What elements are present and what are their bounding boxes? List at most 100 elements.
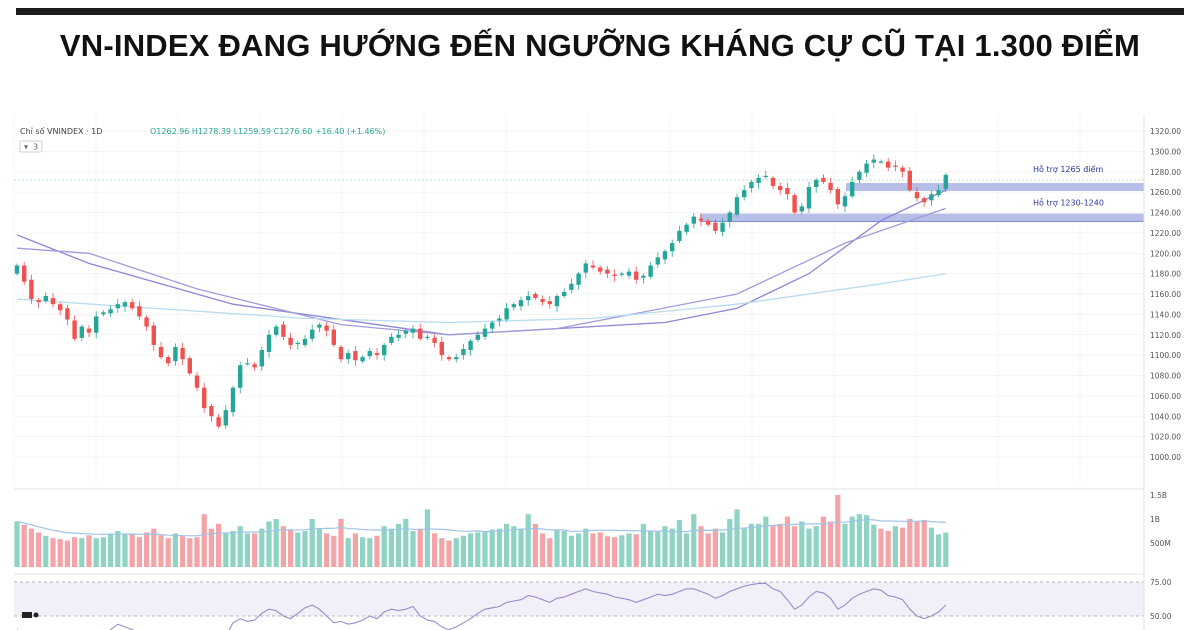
candle-body xyxy=(238,365,243,388)
volume-bar xyxy=(259,528,265,567)
volume-bar xyxy=(885,531,891,567)
volume-bar xyxy=(748,523,754,567)
volume-bar xyxy=(504,523,510,567)
candle-body xyxy=(43,296,48,302)
volume-bar xyxy=(907,519,913,567)
volume-bar xyxy=(612,537,618,567)
volume-bar xyxy=(741,528,747,567)
candle-body xyxy=(338,346,344,360)
price-tick-label: 1000.00 xyxy=(1150,453,1181,462)
volume-bar xyxy=(79,538,85,567)
candle-body xyxy=(50,298,56,305)
rsi-path xyxy=(16,582,947,630)
candle-body xyxy=(454,357,459,360)
volume-bar xyxy=(180,536,186,567)
logo-dot xyxy=(33,612,39,618)
volume-bar xyxy=(489,529,495,567)
candle-body xyxy=(842,196,848,207)
candle-body xyxy=(324,325,329,331)
volume-bar xyxy=(237,526,243,567)
volume-bar xyxy=(698,526,704,567)
candle-body xyxy=(713,222,718,231)
candle-body xyxy=(446,357,452,360)
volume-bar xyxy=(590,533,596,567)
volume-bar xyxy=(115,531,121,567)
candle-body xyxy=(396,334,401,338)
volume-bar xyxy=(72,537,78,567)
candle-body xyxy=(346,353,351,360)
candle-body xyxy=(857,171,862,180)
moving-averages xyxy=(16,189,947,336)
candle-body xyxy=(497,318,502,321)
ohlc-readout: O1262.96 H1278.39 L1259.59 C1276.60 +16.… xyxy=(150,127,385,136)
volume-bar xyxy=(417,528,423,567)
symbol-label: Chỉ số VNINDEX · 1D xyxy=(20,126,102,136)
volume-bar xyxy=(208,528,214,567)
moving-average-line xyxy=(16,272,946,324)
volume-bar xyxy=(14,521,20,567)
candle-body xyxy=(518,300,524,307)
volume-bar xyxy=(712,528,718,567)
candle-body xyxy=(655,257,660,265)
candle-body xyxy=(252,364,257,368)
candle-body xyxy=(626,271,632,276)
volume-bar xyxy=(381,526,387,567)
candle-body xyxy=(770,177,776,187)
price-tick-label: 1120.00 xyxy=(1150,331,1181,340)
candle-body xyxy=(698,218,704,221)
support-zone-1265 xyxy=(846,183,1144,192)
indicator-toggle[interactable] xyxy=(19,140,43,153)
volume-bar xyxy=(583,528,589,567)
volume-bar xyxy=(849,516,855,567)
volume-bar xyxy=(770,526,776,567)
volume-bar xyxy=(532,523,538,567)
candle-body xyxy=(382,344,387,356)
candle-body xyxy=(907,170,912,191)
volume-bar xyxy=(158,535,164,567)
volume-bar xyxy=(727,519,733,567)
volume-bar xyxy=(280,526,286,567)
candle-body xyxy=(490,322,495,329)
volume-bar xyxy=(554,529,560,567)
candle-body xyxy=(79,326,84,338)
volume-bar xyxy=(914,521,920,567)
candle-body xyxy=(799,206,804,212)
candle-body xyxy=(281,324,286,337)
rsi-tick-label: 75.00 xyxy=(1150,578,1172,587)
candle-body xyxy=(605,269,610,274)
candle-body xyxy=(410,328,416,333)
volume-bar xyxy=(165,538,171,567)
candle-body xyxy=(821,177,826,182)
candle-body xyxy=(245,363,250,365)
candle-body xyxy=(533,294,538,299)
volume-bar xyxy=(633,534,639,567)
volume-bar xyxy=(604,536,610,567)
volume-bar xyxy=(734,509,740,567)
volume-bar xyxy=(676,519,682,567)
candle-body xyxy=(166,357,171,364)
price-tick-label: 1280.00 xyxy=(1150,168,1181,177)
candle-body xyxy=(144,317,149,327)
candles xyxy=(14,154,948,429)
candle-body xyxy=(367,351,372,357)
chevron-down-icon: ▾ xyxy=(24,143,28,152)
volume-bar xyxy=(21,524,27,567)
candle-body xyxy=(619,273,624,275)
tradingview-logo xyxy=(22,612,39,618)
volume-bar xyxy=(432,533,438,567)
volume-bar xyxy=(100,537,106,567)
price-tick-label: 1240.00 xyxy=(1150,209,1181,218)
candle-body xyxy=(691,216,696,224)
candle-body xyxy=(302,338,308,345)
candle-body xyxy=(173,346,178,362)
candle-body xyxy=(878,161,884,163)
candle-body xyxy=(187,358,192,374)
volume-bar xyxy=(669,528,675,567)
price-tick-label: 1200.00 xyxy=(1150,249,1181,258)
candle-body xyxy=(922,198,927,203)
rsi-tick-label: 50.00 xyxy=(1150,612,1172,621)
price-tick-label: 1220.00 xyxy=(1150,229,1181,238)
candle-body xyxy=(590,265,596,268)
volume-bar xyxy=(295,532,301,567)
volume-bar xyxy=(691,514,697,567)
